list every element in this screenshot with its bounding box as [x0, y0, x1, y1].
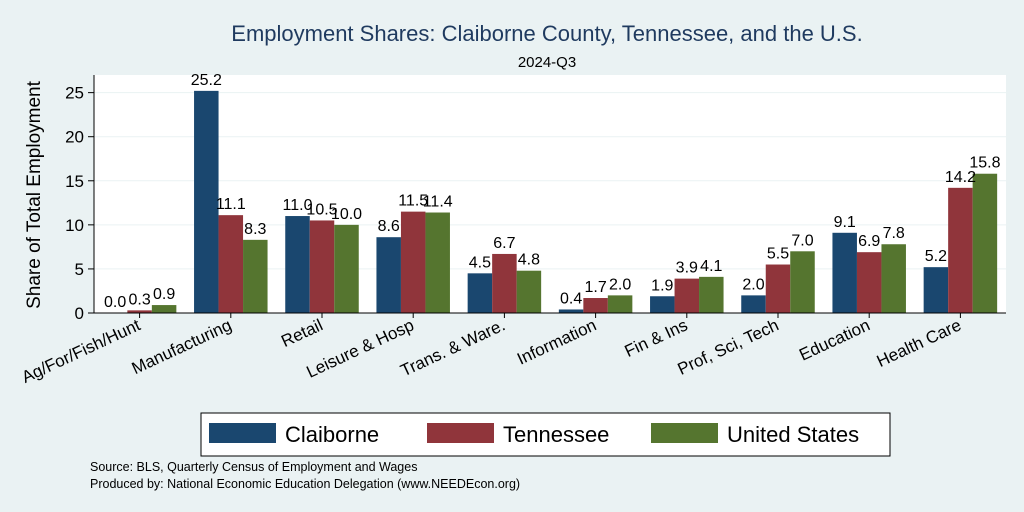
legend-label: Claiborne: [285, 422, 379, 447]
bar-tennessee: [127, 310, 152, 313]
bar-claiborne: [467, 273, 493, 313]
x-tick-label: Fin & Ins: [622, 315, 691, 361]
data-label: 1.7: [584, 279, 606, 296]
x-tick-label: Manufacturing: [129, 315, 235, 378]
y-tick-label: 10: [65, 216, 84, 235]
bar-claiborne: [832, 232, 857, 313]
data-label: 11.1: [216, 196, 246, 213]
legend-swatch-claiborne: [209, 423, 276, 443]
bar-united-states: [699, 276, 724, 313]
x-tick-label: Retail: [278, 315, 325, 351]
bar-claiborne: [650, 296, 675, 313]
bar-tennessee: [674, 278, 700, 313]
data-labels: 0.0 0.3 0.925.211.18.311.010.510.08.611.51…: [104, 72, 1001, 311]
legend-label: United States: [727, 422, 859, 447]
data-label: 25.2: [191, 72, 222, 89]
data-label: 8.6: [378, 218, 400, 235]
bar-united-states: [790, 251, 815, 313]
data-label: 6.7: [493, 235, 515, 252]
y-tick-label: 20: [65, 128, 84, 147]
bar-claiborne: [376, 237, 401, 313]
legend-box: [200, 412, 891, 457]
data-label: 10.5: [306, 201, 337, 218]
data-label: 4.5: [469, 254, 491, 271]
data-label: 7.0: [791, 232, 813, 249]
legend-swatch-united-states: [651, 423, 718, 443]
bar-claiborne: [741, 295, 766, 313]
produced-by-note: Produced by: National Economic Education…: [90, 477, 520, 491]
bar-tennessee: [856, 252, 882, 313]
data-label: 0.9: [153, 286, 175, 303]
data-label: 14.2: [945, 169, 976, 186]
data-label: 6.9: [858, 233, 880, 250]
data-label: 11.5: [398, 193, 428, 210]
data-label: 8.3: [244, 221, 266, 238]
legend-label: Tennessee: [503, 422, 609, 447]
data-label: 3.9: [676, 260, 698, 277]
bar-claiborne: [923, 267, 949, 313]
data-label: 2.0: [742, 276, 764, 293]
bar-united-states: [972, 173, 998, 313]
x-tick-label: Information: [514, 315, 599, 368]
data-label: 1.9: [651, 277, 673, 294]
bar-united-states: [334, 224, 359, 313]
x-tick-label: Education: [796, 315, 873, 364]
data-label: 0.3: [128, 291, 150, 308]
bar-tennessee: [309, 220, 335, 313]
bar-claiborne: [194, 90, 219, 313]
data-label: 7.8: [883, 225, 905, 242]
chart-subtitle: 2024-Q3: [518, 54, 576, 71]
x-tick-label: Ag/For/Fish/Hunt: [19, 315, 144, 387]
y-tick-label: 15: [65, 172, 84, 191]
bar-united-states: [607, 295, 633, 313]
bar-united-states: [881, 244, 906, 313]
bar-tennessee: [948, 187, 973, 313]
chart-title: Employment Shares: Claiborne County, Ten…: [231, 21, 862, 46]
data-label: 11.0: [283, 197, 313, 214]
source-note: Source: BLS, Quarterly Census of Employm…: [90, 460, 417, 474]
data-label: 0.0: [104, 294, 126, 311]
x-tick-label: Health Care: [874, 315, 964, 371]
legend: Claiborne Tennessee United States: [200, 412, 891, 457]
y-tick-label: 5: [75, 260, 84, 279]
y-axis-ticks: 0 5 10 15 20 25: [65, 84, 94, 323]
bar-claiborne: [558, 309, 584, 313]
bar-united-states: [516, 270, 542, 313]
y-tick-label: 25: [65, 84, 84, 103]
data-label: 5.2: [925, 248, 947, 265]
bar-united-states: [151, 305, 177, 313]
y-tick-label: 0: [75, 304, 84, 323]
bars: [127, 90, 998, 313]
x-tick-label: Prof, Sci, Tech: [675, 315, 782, 378]
bar-united-states: [425, 212, 450, 313]
data-label: 0.4: [560, 290, 582, 307]
data-label: 9.1: [834, 214, 856, 231]
data-label: 15.8: [969, 155, 1000, 172]
x-tick-label: Trans. & Ware.: [398, 315, 508, 380]
legend-swatch-tennessee: [427, 423, 494, 443]
bar-tennessee: [492, 253, 517, 313]
bar-tennessee: [218, 215, 244, 313]
y-axis-label: Share of Total Employment: [24, 80, 45, 308]
data-label: 2.0: [609, 276, 631, 293]
data-label: 11.4: [423, 194, 453, 211]
bar-tennessee: [400, 211, 426, 313]
bar-united-states: [243, 239, 268, 313]
bar-tennessee: [765, 264, 791, 313]
data-label: 10.0: [331, 206, 362, 223]
bar-tennessee: [583, 298, 608, 313]
bar-claiborne: [285, 216, 310, 313]
data-label: 5.5: [767, 246, 789, 263]
data-label: 4.8: [518, 252, 540, 269]
data-label: 4.1: [700, 258, 722, 275]
